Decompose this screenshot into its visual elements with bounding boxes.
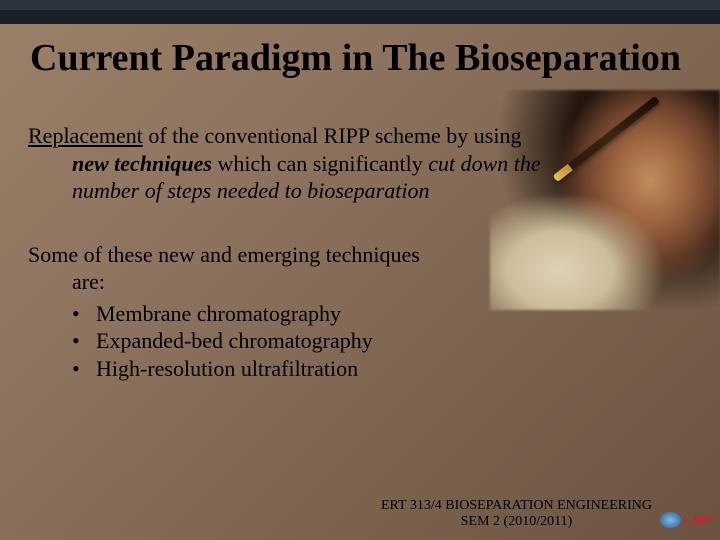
slide-footer: ERT 313/4 BIOSEPARATION ENGINEERING SEM … <box>381 498 652 530</box>
bullet-list: • Membrane chromatography • Expanded-bed… <box>28 300 558 383</box>
text-mid1: of the conventional RIPP scheme by using <box>143 123 522 148</box>
bullet-dot-icon: • <box>72 327 96 355</box>
slide: Current Paradigm in The Bioseparation Re… <box>0 0 720 540</box>
paragraph-techniques-intro: Some of these new and emerging technique… <box>28 241 558 296</box>
text-mid2: which can significantly <box>212 151 428 176</box>
bullet-dot-icon: • <box>72 300 96 328</box>
bullet-dot-icon: • <box>72 355 96 383</box>
logo-oval-icon <box>660 512 681 528</box>
intro-line1: Some of these new and emerging technique… <box>28 242 420 267</box>
bold-italic-new-techniques: new techniques <box>72 151 212 176</box>
university-logo: u_MAP <box>660 506 714 534</box>
footer-semester: SEM 2 (2010/2011) <box>381 514 652 530</box>
bullet-text: Expanded-bed chromatography <box>96 327 373 355</box>
list-item: • High-resolution ultrafiltration <box>72 355 558 383</box>
footer-course-code: ERT 313/4 BIOSEPARATION ENGINEERING <box>381 498 652 514</box>
list-item: • Membrane chromatography <box>72 300 558 328</box>
list-item: • Expanded-bed chromatography <box>72 327 558 355</box>
indent-wrap: new techniques which can significantly c… <box>28 150 558 205</box>
slide-body: Replacement of the conventional RIPP sch… <box>28 122 558 382</box>
paragraph-replacement: Replacement of the conventional RIPP sch… <box>28 122 558 205</box>
logo-text: u_MAP <box>683 515 714 526</box>
bullet-text: High-resolution ultrafiltration <box>96 355 358 383</box>
slide-title: Current Paradigm in The Bioseparation <box>30 36 720 80</box>
bullet-text: Membrane chromatography <box>96 300 341 328</box>
title-bar-strip <box>0 10 720 24</box>
underlined-lead: Replacement <box>28 123 143 148</box>
intro-line2: are: <box>28 268 558 296</box>
